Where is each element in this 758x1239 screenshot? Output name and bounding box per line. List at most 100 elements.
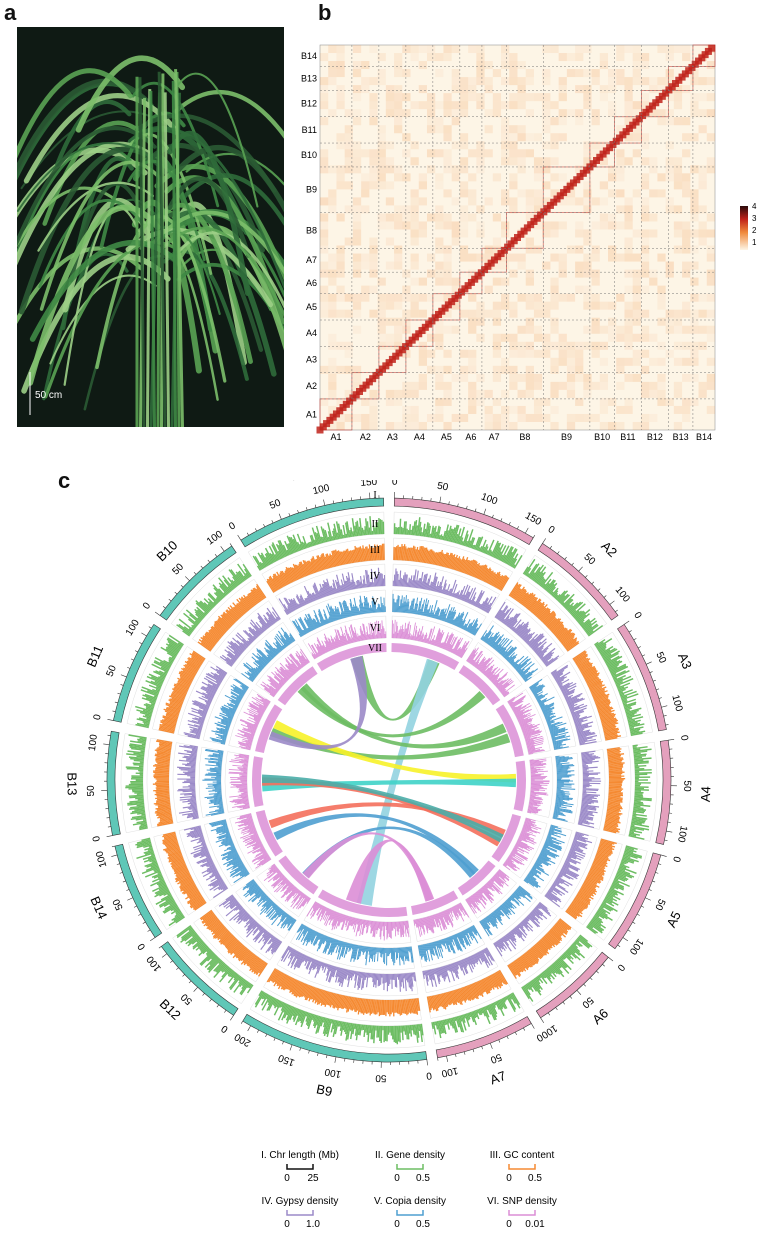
legend-label-4: V. Copia density [374,1196,446,1207]
track-5-A1 [392,593,482,636]
track-7-A3 [495,704,524,758]
hic-x-label-A1: A1 [330,432,341,440]
plant-leaves [17,55,284,427]
hic-x-label-A7: A7 [489,432,500,440]
track-2-B13 [125,734,148,831]
track-label-VI: VI [370,623,381,634]
colorbar-tick-2: 2 [752,226,757,235]
chr-label-B8: B8 [289,480,308,483]
hic-x-label-B12: B12 [647,432,663,440]
track-6-A5 [502,817,542,872]
tick-A7-100: 100 [440,1065,459,1079]
tick-B9-200: 200 [233,1030,253,1048]
ideogram-B11 [112,623,161,723]
tick-B11-0: 0 [92,713,104,721]
track-5-A6 [479,885,533,937]
hic-y-label-B13: B13 [301,73,317,83]
tick-B12-50: 50 [179,991,195,1007]
ideogram-B13 [106,730,121,836]
ideogram-B9 [242,1013,428,1063]
ticks-A4 [664,739,677,841]
legend-label-0: I. Chr length (Mb) [261,1150,339,1161]
link-A1-B8 [351,655,440,721]
tick-A3-0: 0 [631,610,643,621]
ideogram-B10 [159,545,237,621]
tick-A6-50: 50 [579,994,595,1010]
track-2-A3 [594,638,646,736]
track-6-A1 [391,619,470,658]
track-7-B13 [252,756,264,807]
track-7-A6 [457,860,496,896]
legend-max-2: 0.5 [528,1173,542,1184]
tick-B8-100: 100 [312,483,331,498]
track-3-B11 [158,650,206,734]
ticks-A3 [623,620,669,726]
track-3-A3 [572,650,622,741]
track-label-IV: IV [370,571,381,582]
hic-x-label-A4: A4 [414,432,425,440]
tick-A2-100: 100 [613,585,632,605]
ideogram-A1 [393,497,534,545]
track-5-A7 [417,925,482,962]
tick-A3-100: 100 [669,694,684,713]
legend-max-4: 0.5 [416,1219,430,1230]
track-7-B11 [255,704,283,754]
legend-max-3: 1.0 [306,1219,320,1230]
track-7-A5 [491,814,522,862]
legend-min-2: 0 [506,1173,512,1184]
chr-label-A7: A7 [488,1068,508,1088]
track-3-B14 [162,831,207,911]
track-5-A5 [523,824,567,889]
track-2-A5 [586,845,643,934]
track-5-B13 [202,748,225,816]
ticks-A1 [394,492,536,538]
tick-B8-0: 0 [227,520,238,533]
track-3-A7 [426,969,509,1013]
track-2-A4 [628,744,652,840]
track-2-A1 [393,517,523,569]
track-2-B10 [176,563,252,637]
hic-x-label-B9: B9 [561,432,572,440]
legend-label-2: III. GC content [490,1150,555,1161]
tick-B11-50: 50 [105,664,119,679]
ticks-B12 [158,946,234,1021]
tick-A4-50: 50 [681,780,692,792]
tick-A4-0: 0 [678,734,690,741]
link-A3-B11 [269,728,511,760]
track-2-B11 [135,634,184,729]
legend-max-1: 0.5 [416,1173,430,1184]
ideogram-B8 [240,497,385,548]
hic-x-label-A3: A3 [387,432,398,440]
chr-label-B13: B13 [64,772,79,795]
track-label-V: V [371,597,379,608]
legend-scale-2 [508,1164,536,1170]
link-A5-B13 [262,777,502,847]
tick-B10-50: 50 [170,561,186,577]
tick-B9-50: 50 [375,1072,387,1083]
colorbar-tick-3: 3 [752,214,757,223]
hic-y-label-A3: A3 [306,354,317,364]
hic-y-label-B8: B8 [306,225,317,235]
hic-y-label-A6: A6 [306,278,317,288]
tick-A6-0: 0 [614,962,626,974]
track-6-B14 [234,813,272,869]
track-4-A5 [544,831,593,908]
ideogram-B14 [114,843,163,938]
track-7-B8 [317,643,387,672]
track-4-A1 [392,568,497,614]
hic-y-label-A2: A2 [306,381,317,391]
hic-x-label-A6: A6 [465,432,476,440]
tick-B8-150: 150 [360,480,378,489]
track-5-A4 [552,755,576,822]
track-6-B13 [228,753,250,810]
hic-y-label-B14: B14 [301,51,317,61]
track-2-B9 [254,990,424,1045]
hic-x-label-B14: B14 [696,432,712,440]
legend-min-4: 0 [394,1219,400,1230]
ticks-B14 [111,845,156,942]
track-label-II: II [372,519,379,530]
track-7-A7 [411,890,459,915]
tick-A2-50: 50 [581,552,597,568]
panel-label-a: a [4,0,17,25]
tick-B9-0: 0 [425,1069,432,1081]
